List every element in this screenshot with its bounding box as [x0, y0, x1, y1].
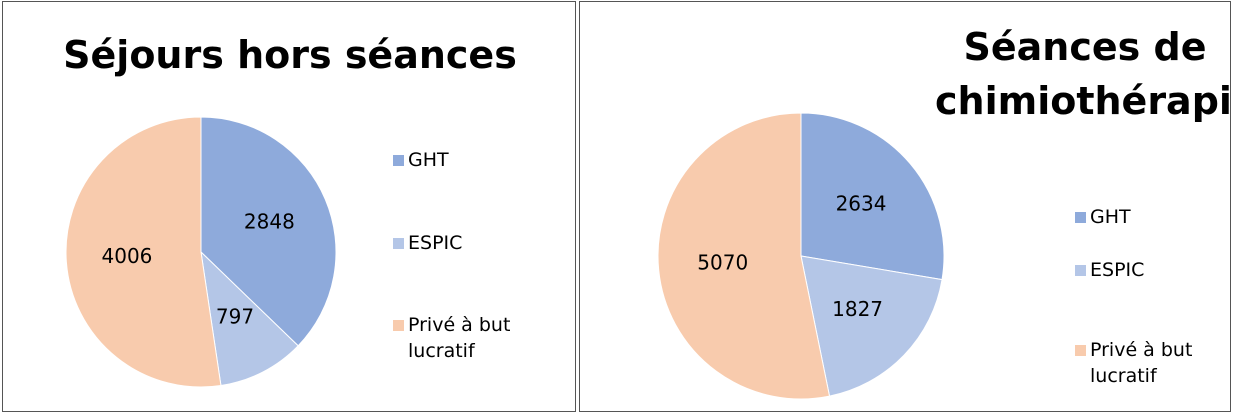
data-label: 4006 — [102, 244, 153, 268]
legend-label: GHT — [1090, 206, 1131, 228]
legend-swatch — [393, 155, 404, 166]
pie-slice — [200, 116, 337, 347]
legend-label: ESPIC — [1090, 259, 1145, 281]
data-label: 2848 — [244, 209, 295, 233]
data-label: 5070 — [697, 250, 748, 274]
data-label: 1827 — [832, 297, 883, 321]
legend-swatch — [393, 238, 404, 249]
legend-swatch — [1075, 212, 1086, 223]
legend-swatch — [1075, 265, 1086, 276]
data-label: 797 — [216, 305, 254, 329]
data-label: 2634 — [836, 192, 887, 216]
legend-swatch — [1075, 345, 1086, 356]
pie-slice — [65, 116, 222, 388]
chart-title: Séances de chimiothérapie — [935, 25, 1233, 123]
pie-slice — [200, 250, 299, 387]
pie-slice — [800, 112, 945, 281]
pie-slice — [800, 255, 943, 397]
chart-panel — [2, 1, 576, 412]
legend-label: Privé à but lucratif — [408, 314, 511, 362]
chart-panel — [579, 1, 1231, 412]
legend-label: ESPIC — [408, 232, 463, 254]
pie-slice — [657, 112, 831, 400]
legend-swatch — [393, 320, 404, 331]
chart-title: Séjours hors séances — [63, 33, 517, 77]
legend-label: Privé à but lucratif — [1090, 339, 1193, 387]
legend-label: GHT — [408, 149, 449, 171]
